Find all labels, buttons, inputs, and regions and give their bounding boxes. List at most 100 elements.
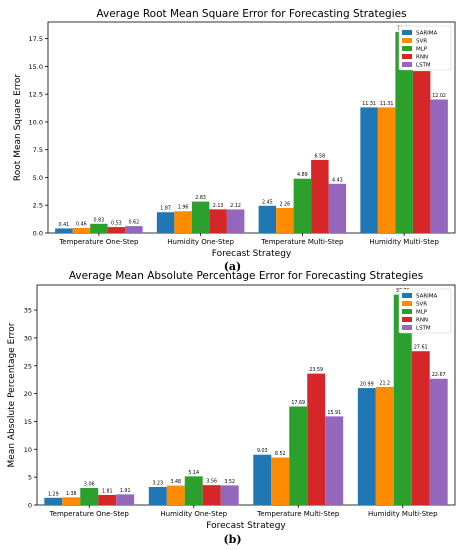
data-label: 11.31	[362, 101, 376, 107]
legend-label-svr: SVR	[416, 39, 427, 45]
bar-mlp	[395, 31, 413, 234]
bar-lstm	[429, 378, 448, 505]
data-label: 0.46	[76, 221, 87, 227]
data-label: 2.13	[213, 203, 224, 209]
data-label: 15.91	[327, 410, 341, 416]
y-tick-label: 5	[28, 474, 32, 482]
y-tick-label: 15.0	[29, 63, 43, 71]
data-label: 2.26	[280, 201, 291, 207]
data-label: 9.03	[257, 448, 268, 454]
legend-swatch-svr	[402, 38, 412, 43]
bar-svr	[166, 485, 185, 505]
bar-sarima	[357, 388, 376, 505]
data-label: 4.89	[297, 172, 308, 178]
bar-mlp	[393, 294, 412, 505]
chart-title: Average Mean Absolute Percentage Error f…	[69, 270, 423, 282]
mape-chart: Average Mean Absolute Percentage Error f…	[7, 270, 456, 531]
y-tick-label: 5.0	[33, 174, 43, 182]
data-label: 22.67	[432, 372, 446, 378]
data-label: 2.12	[230, 203, 241, 209]
bar-sarima	[360, 107, 378, 233]
y-tick-label: 25	[24, 362, 32, 370]
bar-rnn	[209, 209, 227, 233]
legend-label-sarima: SARIMA	[416, 31, 438, 37]
bar-svr	[377, 107, 396, 233]
chart-title: Average Root Mean Square Error for Forec…	[96, 8, 406, 20]
legend-swatch-sarima	[402, 30, 412, 35]
bar-lstm	[328, 183, 347, 233]
legend-swatch-sarima	[402, 293, 412, 298]
bar-sarima	[44, 497, 63, 505]
legend-swatch-svr	[402, 301, 412, 306]
bar-rnn	[98, 494, 117, 505]
legend-swatch-rnn	[402, 54, 412, 59]
legend-swatch-rnn	[402, 317, 412, 322]
x-axis-label: Forecast Strategy	[206, 521, 286, 531]
legend-label-lstm: LSTM	[416, 326, 431, 332]
bar-lstm	[220, 485, 239, 505]
legend-label-mlp: MLP	[416, 47, 428, 53]
y-tick-label: 0	[28, 502, 32, 510]
bar-sarima	[148, 487, 167, 505]
legend-label-sarima: SARIMA	[416, 294, 438, 300]
legend-label-rnn: RNN	[416, 55, 428, 61]
plot-frame	[47, 21, 456, 234]
y-tick-label: 2.5	[33, 202, 43, 210]
legend-swatch-lstm	[402, 62, 412, 67]
data-label: 20.99	[360, 382, 374, 388]
x-tick-label: Temperature Multi-Step	[260, 238, 344, 246]
data-label: 11.31	[380, 101, 394, 107]
legend-swatch-mlp	[402, 309, 412, 314]
data-label: 23.59	[309, 367, 323, 373]
data-label: 3.23	[152, 481, 163, 487]
panel-label-b: (b)	[223, 533, 242, 546]
bar-sarima	[258, 205, 277, 233]
data-label: 1.96	[178, 205, 189, 211]
data-label: 3.52	[224, 479, 235, 485]
legend-swatch-lstm	[402, 325, 412, 330]
x-tick-label: Humidity Multi-Step	[368, 510, 438, 518]
y-axis-label: Root Mean Square Error	[13, 74, 23, 181]
y-tick-label: 0.0	[33, 230, 43, 238]
data-label: 8.52	[275, 451, 286, 457]
x-tick-label: Temperature Multi-Step	[256, 510, 340, 518]
bar-rnn	[411, 351, 430, 505]
bar-sarima	[55, 228, 73, 233]
bar-svr	[271, 457, 290, 505]
data-label: 4.43	[332, 177, 343, 183]
y-tick-label: 17.5	[29, 35, 43, 43]
data-label: 0.53	[111, 221, 122, 227]
rmse-chart: Average Root Mean Square Error for Forec…	[13, 8, 456, 259]
y-tick-label: 7.5	[33, 146, 43, 154]
bar-lstm	[226, 209, 245, 233]
data-label: 0.83	[94, 217, 105, 223]
bar-svr	[174, 211, 192, 233]
data-label: 5.14	[188, 470, 199, 476]
bar-mlp	[289, 406, 308, 505]
bar-lstm	[325, 416, 344, 505]
data-label: 12.02	[432, 93, 446, 99]
y-axis-label: Mean Absolute Percentage Error	[7, 322, 17, 467]
data-label: 1.38	[66, 491, 77, 497]
data-label: 1.87	[160, 206, 171, 212]
data-label: 2.83	[195, 195, 206, 201]
data-label: 3.06	[84, 481, 95, 487]
data-label: 0.62	[129, 220, 140, 226]
bar-mlp	[293, 178, 312, 233]
bar-lstm	[430, 99, 448, 233]
x-tick-label: Humidity One-Step	[160, 510, 227, 518]
x-axis-label: Forecast Strategy	[212, 249, 292, 259]
bar-sarima	[253, 454, 272, 505]
legend-label-svr: SVR	[416, 302, 427, 308]
x-tick-label: Humidity One-Step	[167, 238, 234, 246]
bar-svr	[375, 386, 394, 505]
bar-mlp	[90, 223, 108, 233]
data-label: 17.69	[291, 400, 305, 406]
bar-mlp	[80, 487, 99, 505]
y-tick-label: 35	[24, 307, 32, 315]
data-label: 27.61	[414, 345, 428, 351]
bar-lstm	[116, 494, 135, 505]
data-label: 6.58	[315, 153, 326, 159]
x-tick-label: Temperature One-Step	[49, 510, 130, 518]
